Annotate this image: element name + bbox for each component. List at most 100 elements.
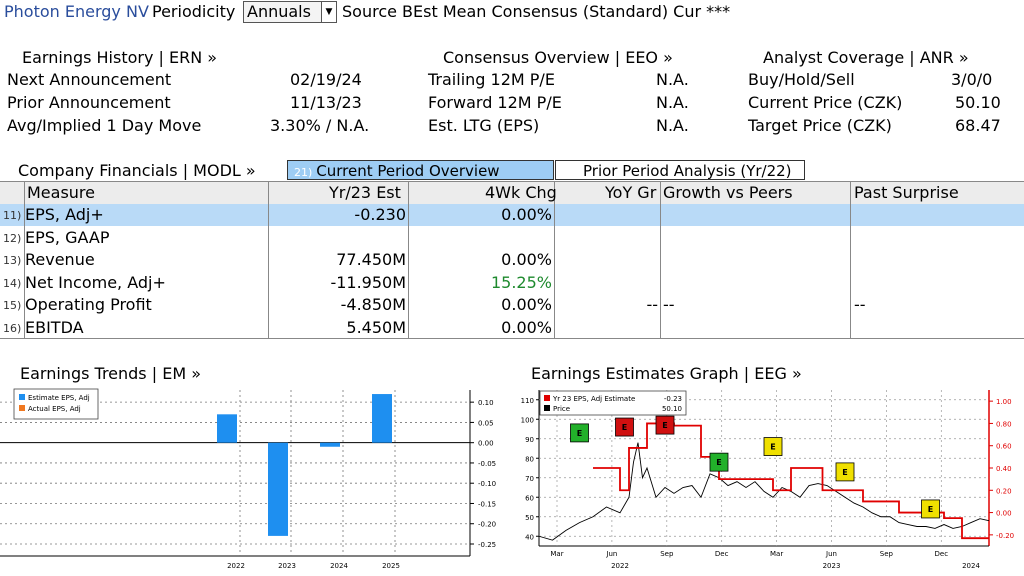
x-tick-label: Jun	[825, 550, 837, 558]
earnings-history-header[interactable]: Earnings History | ERN »	[22, 48, 218, 67]
col-yr23-est[interactable]: Yr/23 Est	[329, 183, 401, 202]
trailing-pe-label: Trailing 12M P/E	[428, 70, 555, 89]
legend-price-value: 50.10	[662, 405, 682, 413]
consensus-header[interactable]: Consensus Overview | EEO »	[443, 48, 673, 67]
col-divider	[850, 181, 851, 339]
legend-swatch-estimate	[19, 394, 25, 400]
next-announcement-value: 02/19/24	[290, 70, 362, 89]
measure-label[interactable]: EPS, GAAP	[25, 227, 110, 247]
legend-box	[539, 390, 687, 416]
legend-estimate-label: Estimate EPS, Adj	[28, 394, 90, 402]
earnings-trends-header[interactable]: Earnings Trends | EM »	[20, 364, 201, 383]
past-surprise-value: --	[854, 295, 866, 314]
col-4wk-chg[interactable]: 4Wk Chg	[485, 183, 557, 202]
row-number: 16)	[3, 321, 22, 335]
estimates-graph-header[interactable]: Earnings Estimates Graph | EEG »	[531, 364, 802, 383]
chevron-down-icon[interactable]: ▼	[321, 2, 336, 22]
left-tick-label: 50	[525, 514, 534, 522]
tab-prior-label: Prior Period Analysis (Yr/22)	[583, 162, 792, 180]
x-tick-label: Sep	[660, 550, 674, 558]
periodicity-dropdown[interactable]: Annuals ▼	[243, 1, 337, 23]
earnings-trends-chart: 0.10 0.05 0.00 -0.05 -0.10 -0.15 -0.20 -0.25 202…	[0, 388, 496, 570]
year-label: 2024	[962, 562, 980, 570]
legend-swatch-estimate	[544, 395, 550, 401]
day-move-value: 3.30% / N.A.	[270, 116, 370, 135]
left-tick-label: 40	[525, 533, 534, 541]
prior-announcement-label: Prior Announcement	[7, 93, 171, 112]
four-week-change: 0.00%	[501, 317, 552, 337]
measure-label[interactable]: EBITDA	[25, 317, 84, 337]
right-tick-label: 0.40	[996, 465, 1012, 473]
y-tick-label: -0.20	[478, 521, 496, 529]
measure-label[interactable]: Operating Profit	[25, 295, 152, 314]
table-header-row	[0, 181, 1024, 205]
year-label: 2023	[823, 562, 841, 570]
security-name[interactable]: Photon Energy NV	[4, 2, 149, 21]
target-price-value: 68.47	[955, 116, 1001, 135]
left-tick-label: 70	[525, 475, 534, 483]
yr23-est-value: 5.450M	[346, 317, 406, 337]
yr23-est-value: -4.850M	[340, 295, 406, 314]
buy-hold-sell-label: Buy/Hold/Sell	[748, 70, 855, 89]
four-week-change: 15.25%	[490, 272, 552, 292]
left-tick-label: 110	[521, 397, 534, 405]
earnings-marker	[570, 423, 589, 443]
y-tick-label: 0.00	[478, 440, 494, 448]
day-move-label: Avg/Implied 1 Day Move	[7, 116, 202, 135]
col-measure[interactable]: Measure	[27, 183, 95, 202]
col-divider	[408, 181, 409, 339]
legend-swatch-actual	[19, 405, 25, 411]
estimate-bar-2024	[320, 442, 340, 447]
earnings-marker-label: E	[577, 429, 582, 438]
buy-hold-sell-value: 3/0/0	[951, 70, 993, 89]
four-week-change: 0.00%	[501, 205, 552, 224]
col-divider	[660, 181, 661, 339]
company-financials-header[interactable]: Company Financials | MODL »	[18, 161, 256, 180]
est-ltg-value: N.A.	[656, 116, 689, 135]
growth-vs-peers-value: --	[663, 295, 675, 314]
row-number: 11)	[3, 209, 22, 222]
analyst-coverage-header[interactable]: Analyst Coverage | ANR »	[763, 48, 969, 67]
x-tick-label: Mar	[770, 550, 783, 558]
left-tick-label: 80	[525, 455, 534, 463]
earnings-marker-label: E	[622, 423, 627, 432]
yoy-growth-value: --	[646, 295, 658, 314]
measure-label[interactable]: EPS, Adj+	[25, 205, 104, 224]
x-tick-label: 2024	[330, 562, 348, 570]
col-yoy-gr[interactable]: YoY Gr	[605, 183, 657, 202]
forward-pe-label: Forward 12M P/E	[428, 93, 562, 112]
forward-pe-value: N.A.	[656, 93, 689, 112]
legend-estimate-value: -0.23	[664, 395, 682, 403]
measure-label[interactable]: Net Income, Adj+	[25, 272, 166, 292]
x-tick-label: Dec	[935, 550, 949, 558]
current-price-value: 50.10	[955, 93, 1001, 112]
yr23-est-value: -0.230	[354, 205, 406, 224]
legend-price-label: Price	[553, 405, 570, 413]
tab-prior-period[interactable]: Prior Period Analysis (Yr/22)	[555, 160, 805, 180]
left-tick-label: 90	[525, 436, 534, 444]
row-number: 14)	[3, 276, 22, 290]
x-tick-label: 2023	[278, 562, 296, 570]
prior-announcement-value: 11/13/23	[290, 93, 362, 112]
right-tick-label: 1.00	[996, 398, 1012, 406]
earnings-marker-label: E	[842, 468, 847, 477]
col-divider	[554, 181, 555, 339]
current-price-label: Current Price (CZK)	[748, 93, 903, 112]
measure-label[interactable]: Revenue	[25, 250, 95, 269]
col-divider	[268, 181, 269, 339]
y-tick-label: -0.25	[478, 541, 496, 549]
y-tick-label: 0.10	[478, 399, 494, 407]
earnings-marker-label: E	[770, 443, 775, 452]
year-label: 2022	[611, 562, 629, 570]
table-bottom-border	[0, 338, 1024, 339]
est-ltg-label: Est. LTG (EPS)	[428, 116, 540, 135]
earnings-marker	[709, 452, 729, 472]
trailing-pe-value: N.A.	[656, 70, 689, 89]
legend-estimate-label: Yr 23 EPS, Adj Estimate	[552, 395, 635, 403]
col-growth-vs-peers[interactable]: Growth vs Peers	[663, 183, 793, 202]
x-tick-label: Jun	[605, 550, 617, 558]
estimate-bar-2025	[372, 394, 392, 443]
col-past-surprise[interactable]: Past Surprise	[854, 183, 959, 202]
tab-current-period[interactable]: 21)Current Period Overview (Yr/23)	[287, 160, 554, 202]
legend-actual-label: Actual EPS, Adj	[28, 405, 81, 413]
